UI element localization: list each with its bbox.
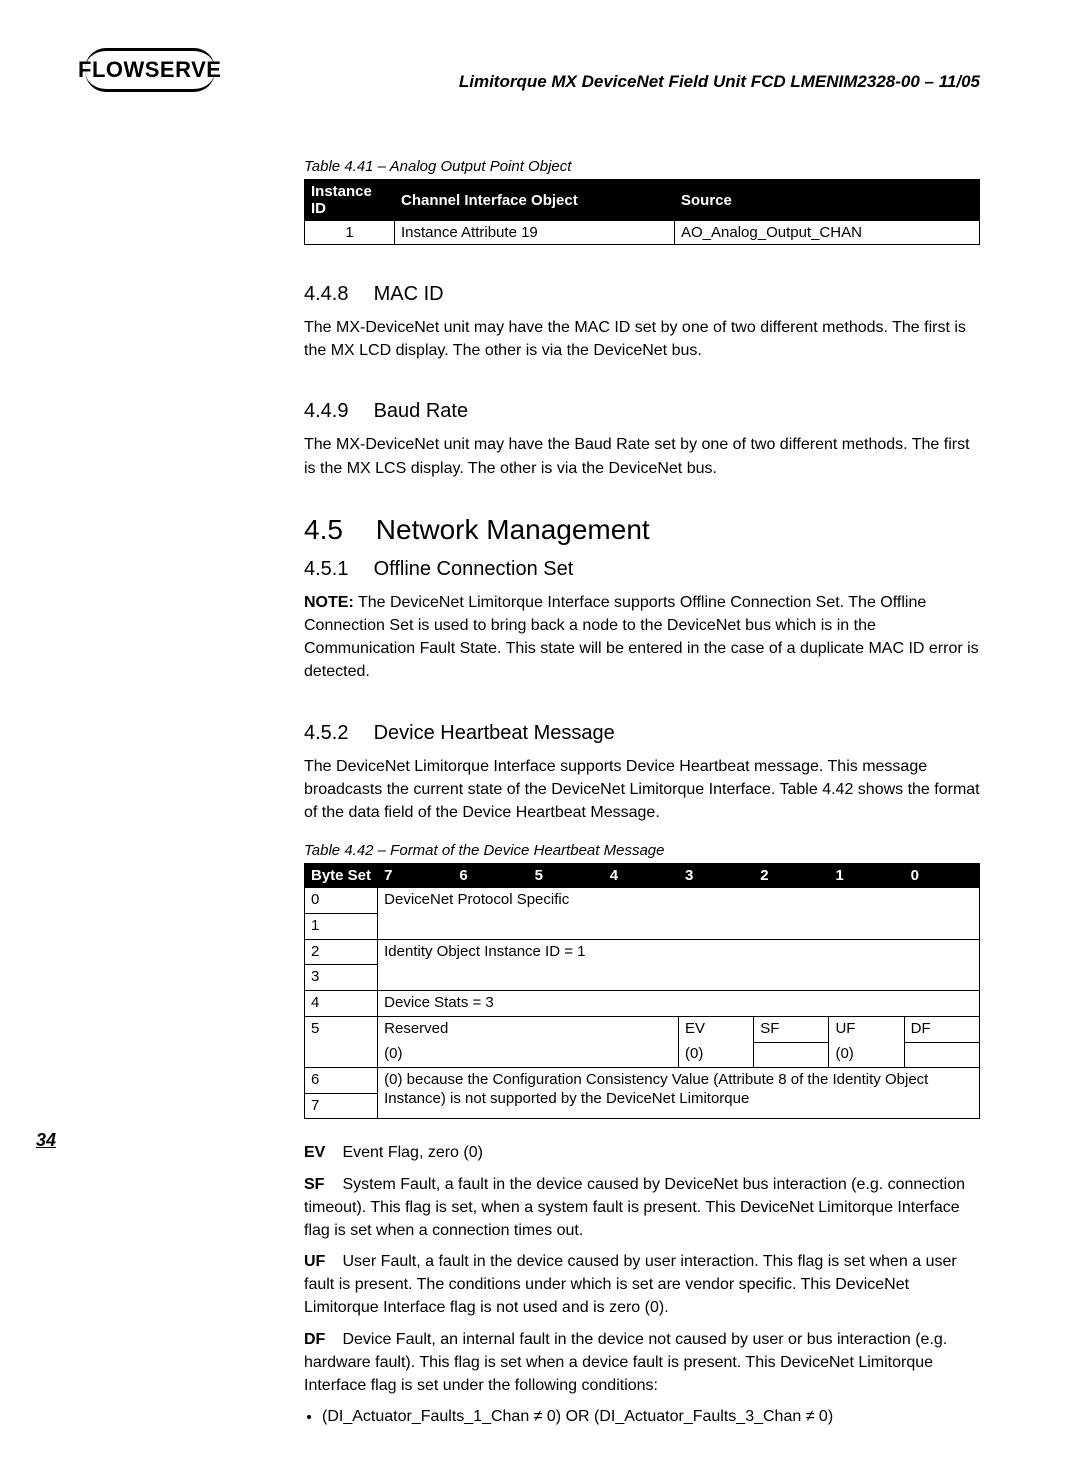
heading-45: 4.5 Network Management: [304, 514, 980, 546]
t42-h0: Byte Set: [305, 864, 378, 888]
t42-r5b-z1: (0): [378, 1042, 679, 1067]
table41-h1: Channel Interface Object: [395, 180, 675, 221]
def-sf-text: System Fault, a fault in the device caus…: [304, 1176, 965, 1239]
t42-r5b-empty2: [904, 1042, 979, 1067]
conditions-list: (DI_Actuator_Faults_1_Chan ≠ 0) OR (DI_A…: [304, 1405, 980, 1428]
t42-h5: 3: [679, 864, 754, 888]
t42-r0-span: DeviceNet Protocol Specific: [378, 888, 980, 940]
heading-448-num: 4.4.8: [304, 283, 368, 306]
t42-h6: 2: [754, 864, 829, 888]
def-df: DF Device Fault, an internal fault in th…: [304, 1328, 980, 1398]
heading-452-num: 4.5.2: [304, 722, 368, 745]
t42-h8: 0: [904, 864, 979, 888]
t42-r4-span: Device Stats = 3: [378, 991, 980, 1017]
note-label: NOTE:: [304, 594, 354, 611]
text-449: The MX-DeviceNet unit may have the Baud …: [304, 433, 980, 479]
def-ev-label: EV: [304, 1141, 338, 1164]
heading-451-num: 4.5.1: [304, 558, 368, 581]
t42-r5b: (0) (0) (0): [305, 1042, 980, 1067]
t42-r5-df: DF: [904, 1016, 979, 1042]
def-df-text: Device Fault, an internal fault in the d…: [304, 1331, 947, 1394]
t42-r2-byte: 2: [305, 939, 378, 965]
t42-r4: 4 Device Stats = 3: [305, 991, 980, 1017]
heading-449-title: Baud Rate: [374, 400, 469, 422]
table41-c2: AO_Analog_Output_CHAN: [675, 221, 980, 245]
text-452: The DeviceNet Limitorque Interface suppo…: [304, 755, 980, 825]
heading-448-title: MAC ID: [374, 283, 444, 305]
t42-h7: 1: [829, 864, 904, 888]
table42-header-row: Byte Set 7 6 5 4 3 2 1 0: [305, 864, 980, 888]
t42-r5b-z3: (0): [829, 1042, 904, 1067]
table41-h0: Instance ID: [305, 180, 395, 221]
heading-45-title: Network Management: [376, 514, 650, 545]
table42: Byte Set 7 6 5 4 3 2 1 0 0 DeviceNet Pro…: [304, 863, 980, 1119]
table41-h2: Source: [675, 180, 980, 221]
t42-r6-byte: 6: [305, 1067, 378, 1093]
t42-h4: 4: [603, 864, 678, 888]
flowserve-logo: FLOWSERVE: [78, 48, 221, 92]
t42-r6: 6 (0) because the Configuration Consiste…: [305, 1067, 980, 1093]
document-page: FLOWSERVE Limitorque MX DeviceNet Field …: [0, 0, 1080, 1476]
t42-r1-byte: 1: [305, 913, 378, 939]
heading-449-num: 4.4.9: [304, 400, 368, 423]
t42-r5-byte: 5: [305, 1016, 378, 1067]
t42-r5-sf: SF: [754, 1016, 829, 1042]
t42-h1: 7: [378, 864, 453, 888]
t42-r3-byte: 3: [305, 965, 378, 991]
note-text: The DeviceNet Limitorque Interface suppo…: [304, 594, 979, 681]
heading-451: 4.5.1 Offline Connection Set: [304, 558, 980, 581]
table41-row: 1 Instance Attribute 19 AO_Analog_Output…: [305, 221, 980, 245]
document-header: Limitorque MX DeviceNet Field Unit FCD L…: [459, 72, 980, 92]
t42-r7-byte: 7: [305, 1093, 378, 1119]
t42-r2: 2 Identity Object Instance ID = 1: [305, 939, 980, 965]
t42-r5b-z2: (0): [679, 1042, 754, 1067]
page-number: 34: [36, 1130, 56, 1151]
t42-h2: 6: [453, 864, 528, 888]
def-ev-text: Event Flag, zero (0): [342, 1144, 483, 1161]
t42-h3: 5: [528, 864, 603, 888]
t42-r2-span: Identity Object Instance ID = 1: [378, 939, 980, 991]
heading-452: 4.5.2 Device Heartbeat Message: [304, 722, 980, 745]
t42-r0: 0 DeviceNet Protocol Specific: [305, 888, 980, 914]
def-uf-label: UF: [304, 1250, 338, 1273]
table41: Instance ID Channel Interface Object Sou…: [304, 179, 980, 245]
def-sf: SF System Fault, a fault in the device c…: [304, 1173, 980, 1243]
t42-r5b-empty1: [754, 1042, 829, 1067]
logo-bottom-arc: [85, 71, 215, 92]
text-451: NOTE: The DeviceNet Limitorque Interface…: [304, 591, 980, 684]
def-ev: EV Event Flag, zero (0): [304, 1141, 980, 1164]
heading-451-title: Offline Connection Set: [374, 558, 574, 580]
def-sf-label: SF: [304, 1173, 338, 1196]
table41-caption: Table 4.41 – Analog Output Point Object: [304, 158, 980, 175]
main-content: Table 4.41 – Analog Output Point Object …: [304, 158, 980, 1428]
t42-r5-uf: UF: [829, 1016, 904, 1042]
t42-r0-byte: 0: [305, 888, 378, 914]
heading-449: 4.4.9 Baud Rate: [304, 400, 980, 423]
def-df-label: DF: [304, 1328, 338, 1351]
def-uf-text: User Fault, a fault in the device caused…: [304, 1253, 957, 1316]
heading-45-num: 4.5: [304, 514, 368, 546]
text-448: The MX-DeviceNet unit may have the MAC I…: [304, 316, 980, 362]
t42-r5a: 5 Reserved EV SF UF DF: [305, 1016, 980, 1042]
def-uf: UF User Fault, a fault in the device cau…: [304, 1250, 980, 1320]
table41-c1: Instance Attribute 19: [395, 221, 675, 245]
heading-452-title: Device Heartbeat Message: [374, 722, 615, 744]
table41-header-row: Instance ID Channel Interface Object Sou…: [305, 180, 980, 221]
t42-r5-ev: EV: [679, 1016, 754, 1042]
heading-448: 4.4.8 MAC ID: [304, 283, 980, 306]
t42-r4-byte: 4: [305, 991, 378, 1017]
t42-r6-span: (0) because the Configuration Consistenc…: [378, 1067, 980, 1119]
table42-caption: Table 4.42 – Format of the Device Heartb…: [304, 842, 980, 859]
t42-r5-reserved: Reserved: [378, 1016, 679, 1042]
table41-c0: 1: [305, 221, 395, 245]
bullet-1: (DI_Actuator_Faults_1_Chan ≠ 0) OR (DI_A…: [322, 1405, 980, 1428]
